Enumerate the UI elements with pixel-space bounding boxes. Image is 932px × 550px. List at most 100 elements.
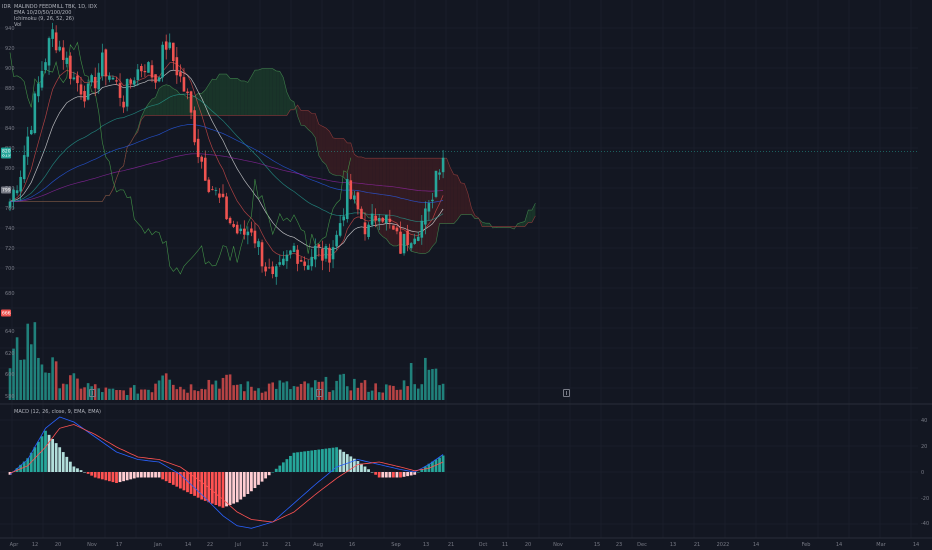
time-tick-label: Nov <box>87 542 97 548</box>
volume-bar <box>61 383 65 400</box>
cloud-segment <box>269 68 273 116</box>
candle-body <box>250 228 253 233</box>
cloud-segment <box>325 128 330 173</box>
candle-body <box>44 62 47 70</box>
cloud-segment <box>254 69 259 116</box>
candle-body <box>76 75 79 84</box>
candle-body <box>26 136 30 157</box>
macd-histogram-bar <box>37 441 40 472</box>
candle-body <box>338 223 342 236</box>
time-tick-label: 17 <box>116 542 122 548</box>
volume-bar <box>203 389 207 400</box>
macd-histogram-bar <box>367 469 370 472</box>
cloud-segment <box>400 158 405 246</box>
volume-bar <box>420 384 424 400</box>
cloud-segment <box>237 78 241 116</box>
volume-bar <box>164 373 168 400</box>
cloud-segment <box>155 88 160 116</box>
time-tick-label: Mar <box>876 542 886 548</box>
volume-bar <box>335 380 338 400</box>
cloud-segment <box>521 221 525 227</box>
cloud-segment <box>407 158 412 252</box>
macd-histogram-bar <box>363 466 367 472</box>
cloud-segment <box>333 137 337 176</box>
dividend-marker-icon[interactable] <box>316 389 323 397</box>
cloud-segment <box>414 158 419 254</box>
cloud-segment <box>283 77 287 116</box>
candle-body <box>409 243 413 249</box>
volume-bar <box>424 357 427 400</box>
macd-histogram-bar <box>68 461 72 472</box>
time-tick-label: 23 <box>616 542 622 548</box>
dividend-marker-icon[interactable] <box>89 389 96 397</box>
candle-body <box>349 180 353 199</box>
volume-bar <box>363 380 367 400</box>
volume-bar <box>324 376 328 400</box>
volume-bar <box>22 359 26 400</box>
indicator-ema[interactable]: EMA 10/20/50/100/200 <box>14 10 72 16</box>
macd-histogram-bar <box>338 449 342 472</box>
time-tick-label: 12 <box>32 542 38 548</box>
volume-bar <box>427 369 431 400</box>
volume-bar <box>246 381 250 400</box>
macd-histogram-bar <box>374 472 378 475</box>
time-tick-label: 21 <box>694 542 700 548</box>
candle-body <box>331 247 335 260</box>
candle-body <box>54 32 58 51</box>
candle-body <box>232 224 235 227</box>
volume-bar <box>154 383 157 400</box>
candle-body <box>93 77 97 89</box>
macd-histogram-bar <box>328 448 331 472</box>
macd-histogram-bar <box>441 455 445 472</box>
macd-histogram-bar <box>235 472 239 503</box>
indicator-volume[interactable]: Vol <box>14 22 22 28</box>
time-tick-label: 20 <box>55 542 61 548</box>
candle-body <box>370 213 374 225</box>
candle-body <box>207 179 211 192</box>
candle-body <box>47 38 51 66</box>
macd-histogram-bar <box>115 472 118 483</box>
macd-histogram-bar <box>193 472 196 496</box>
candle-body <box>157 77 161 82</box>
macd-histogram-bar <box>228 472 232 505</box>
price-badge-volume: 666 <box>1 309 11 317</box>
candle-body <box>321 248 324 261</box>
cloud-segment <box>215 74 220 116</box>
volume-bar <box>338 374 342 400</box>
macd-histogram-bar <box>285 459 289 472</box>
candle-body <box>172 42 175 61</box>
candle-body <box>253 230 257 244</box>
price-tick-label: 680 <box>5 291 15 297</box>
volume-bar <box>299 383 303 400</box>
candle-body <box>72 77 76 80</box>
volume-bar <box>65 384 69 400</box>
cloud-segment <box>446 158 451 224</box>
cloud-segment <box>428 158 433 252</box>
candle-body <box>345 179 349 220</box>
volume-bar <box>207 379 211 400</box>
volume-bar <box>136 393 140 400</box>
candle-body <box>282 258 285 265</box>
volume-bar <box>97 388 101 400</box>
candle-body <box>271 266 274 275</box>
macd-histogram-bar <box>360 463 363 472</box>
volume-bar <box>356 387 360 400</box>
volume-bar <box>271 382 274 400</box>
volume-bar <box>353 378 356 400</box>
symbol-line[interactable]: MALINDO FEEDMILL TBK, 1D, IDX <box>14 4 98 10</box>
dividend-marker-icon[interactable] <box>563 389 570 397</box>
volume-bar <box>306 383 310 400</box>
macd-histogram-bar <box>289 455 292 472</box>
candle-body <box>310 256 314 267</box>
macd-histogram-bar <box>161 472 165 480</box>
cloud-segment <box>180 94 184 116</box>
volume-bar <box>86 383 90 400</box>
candle-body <box>388 218 392 222</box>
macd-histogram-bar <box>118 472 122 483</box>
macd-title[interactable]: MACD (12, 26, close, 9, EMA, EMA) <box>14 409 101 415</box>
volume-bar <box>211 384 214 400</box>
price-badge-ema: 799 <box>1 186 11 194</box>
indicator-ichimoku[interactable]: Ichimoku (9, 26, 52, 26) <box>14 16 74 22</box>
cloud-segment <box>244 80 248 116</box>
